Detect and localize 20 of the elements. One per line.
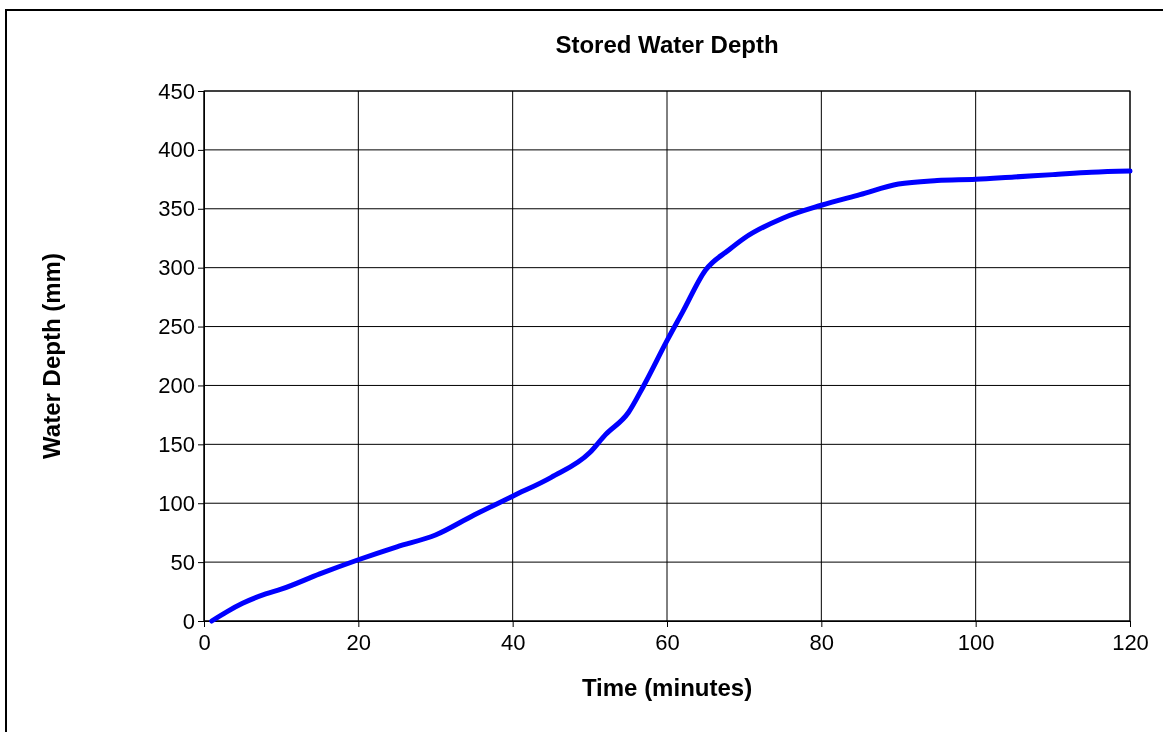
y-tick-label: 350 xyxy=(158,196,195,222)
y-tick-label: 150 xyxy=(158,431,195,457)
y-tick-label: 300 xyxy=(158,255,195,281)
y-tick-label: 100 xyxy=(158,490,195,516)
y-tick-label: 450 xyxy=(158,78,195,104)
y-tick-label: 250 xyxy=(158,314,195,340)
x-tick-label: 0 xyxy=(198,629,211,655)
x-tick-label: 120 xyxy=(1112,629,1149,655)
y-tick-label: 400 xyxy=(158,137,195,163)
y-tick-label: 50 xyxy=(170,549,195,575)
x-tick-label: 40 xyxy=(500,629,526,655)
y-tick-label: 0 xyxy=(182,608,195,634)
x-axis-title: Time (minutes) xyxy=(581,674,753,701)
x-tick-label: 20 xyxy=(346,629,372,655)
x-tick-label: 60 xyxy=(655,629,680,655)
y-axis-title: Water Depth (mm) xyxy=(38,253,65,459)
x-tick-label: 100 xyxy=(957,629,995,655)
y-tick-label: 200 xyxy=(158,372,195,398)
x-tick-label: 80 xyxy=(809,629,835,655)
chart-title: Stored Water Depth xyxy=(555,31,779,58)
